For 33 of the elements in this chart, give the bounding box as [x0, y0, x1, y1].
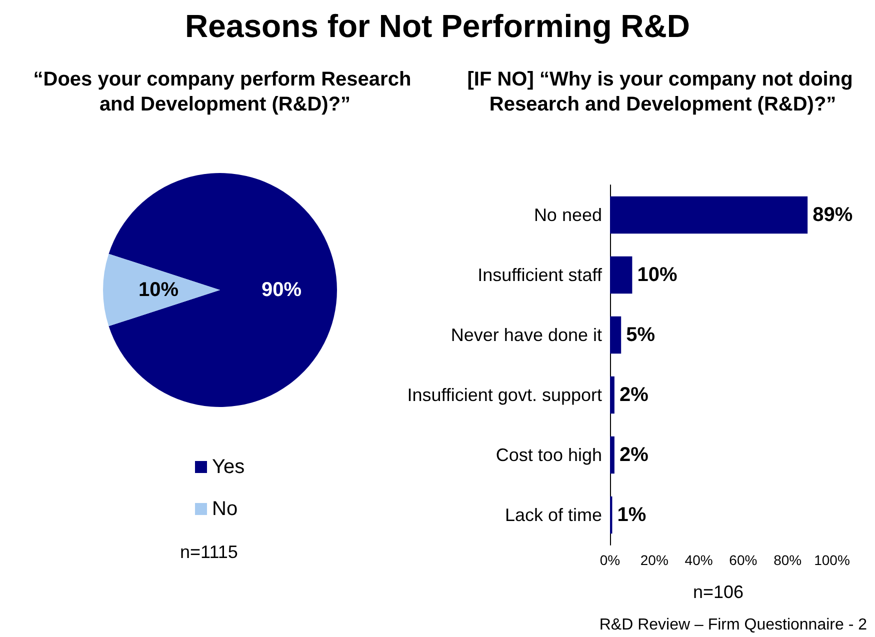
x-tick-label: 40%: [684, 552, 713, 568]
data-label: 1%: [617, 504, 646, 526]
y-tick-label: Never have done it: [450, 325, 602, 345]
data-label: 2%: [619, 444, 649, 466]
y-tick-label: No need: [534, 205, 602, 225]
data-label: 10%: [138, 279, 179, 301]
text: R&D Review – Firm Questionnaire - 2: [599, 616, 868, 634]
text: Reasons for Not Performing R&D: [184, 8, 691, 45]
data-label: 89%: [812, 204, 853, 226]
y-tick-label: Insufficient staff: [478, 265, 603, 285]
y-tick-label: Lack of time: [504, 505, 602, 525]
data-label: 2%: [619, 384, 649, 406]
data-label: 10%: [637, 264, 678, 286]
legend-label: No: [212, 498, 238, 520]
data-label: 90%: [261, 279, 302, 301]
text: n=106: [693, 582, 744, 602]
legend-label: Yes: [212, 456, 245, 478]
chart-title: [IF NO] “Why is your company not doing Research and Development (R&D)?”: [467, 68, 853, 116]
bar: [610, 256, 632, 294]
bar: [610, 376, 614, 414]
x-tick-label: 20%: [640, 552, 668, 568]
bar: [610, 316, 622, 354]
y-tick-label: Insufficient govt. support: [407, 385, 602, 405]
x-tick-label: 0%: [600, 552, 620, 568]
chart-subtitle: “Does your company perform Research and Development (R&D)?”: [33, 68, 417, 116]
x-tick-label: 60%: [729, 552, 758, 568]
bar: [610, 196, 808, 234]
y-tick-label: Cost too high: [496, 445, 602, 465]
text: n=1115: [180, 542, 238, 562]
bar: [610, 436, 614, 474]
x-tick-label: 100%: [814, 552, 850, 568]
x-tick-label: 80%: [774, 552, 802, 568]
data-label: 5%: [626, 324, 656, 346]
